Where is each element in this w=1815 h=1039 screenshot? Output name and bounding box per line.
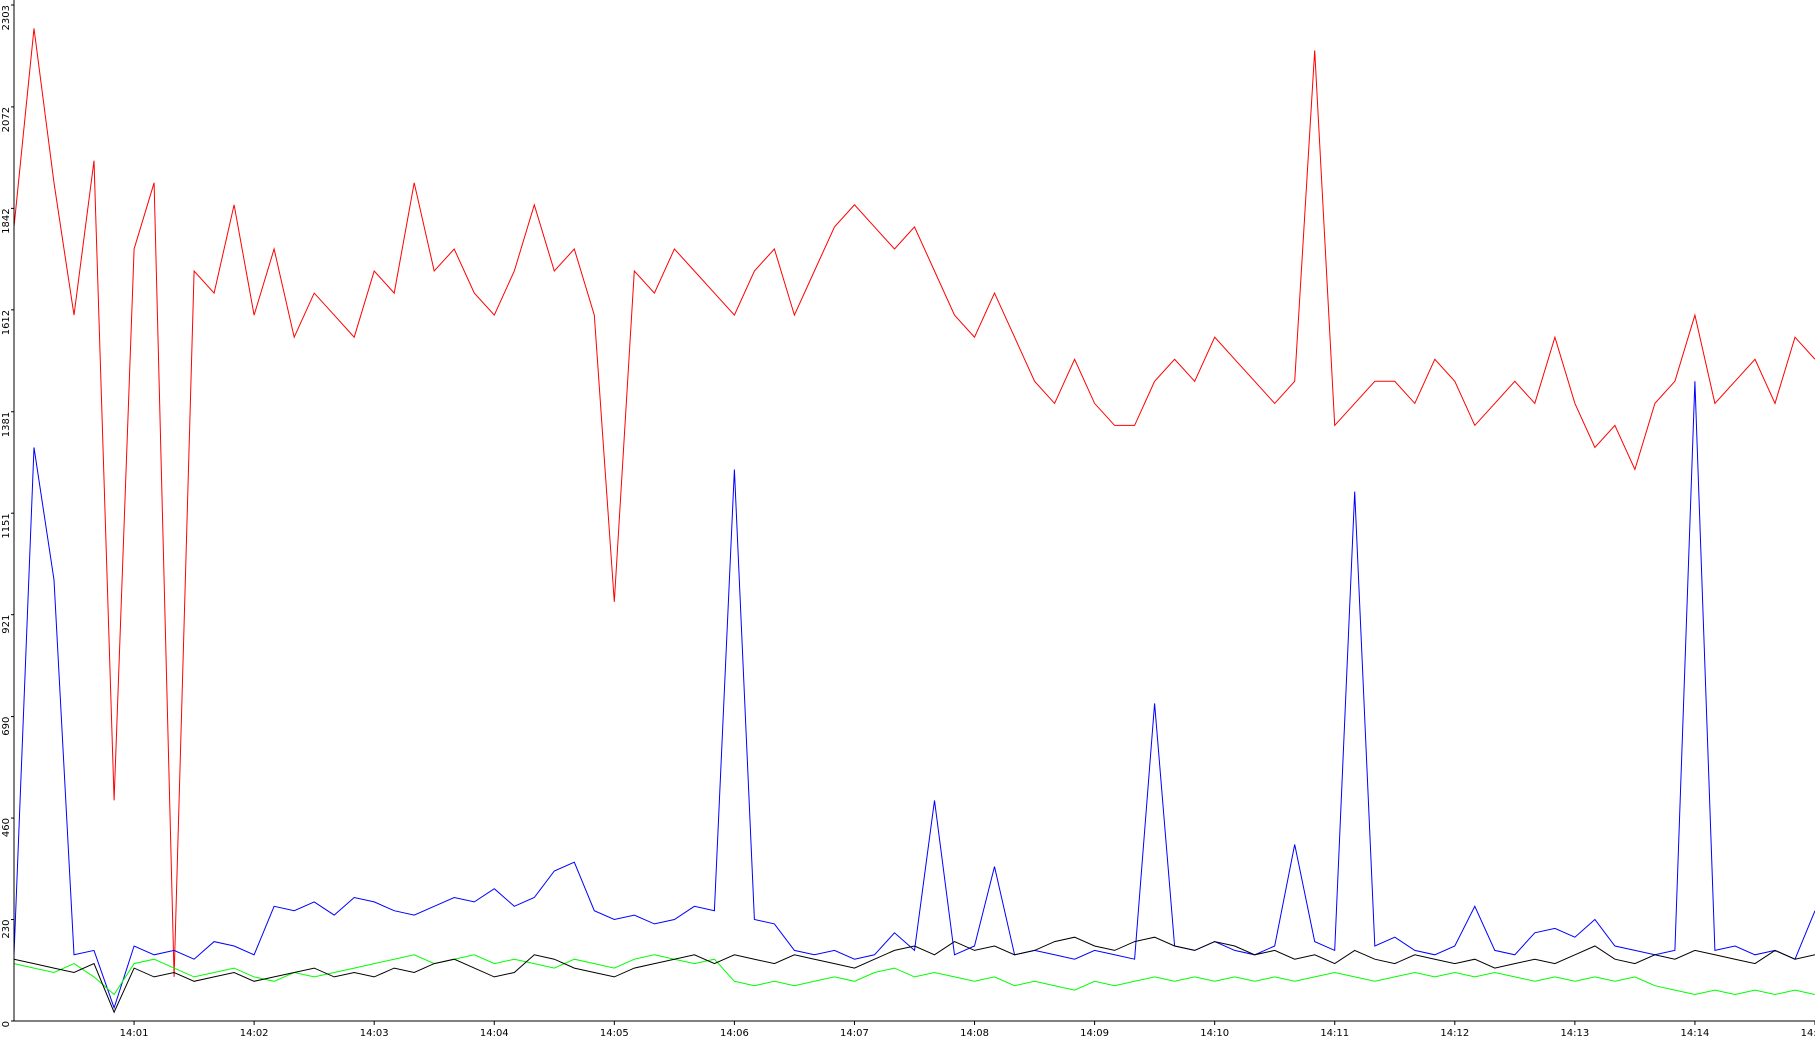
y-tick-label: 921 [1, 615, 12, 634]
x-tick-label: 14:13 [1560, 1028, 1589, 1039]
x-tick-label: 14:10 [1200, 1028, 1229, 1039]
x-tick-label: 14:08 [960, 1028, 989, 1039]
x-tick-label: 14:03 [360, 1028, 389, 1039]
y-tick-label: 2072 [1, 107, 12, 132]
x-tick-label: 14:01 [120, 1028, 149, 1039]
series-line [13, 381, 1815, 1010]
x-tick-label: 14:14 [1681, 1028, 1710, 1039]
y-tick-label: 460 [1, 818, 12, 837]
x-tick-label: 14:15 [1801, 1028, 1815, 1039]
y-tick-label: 1842 [1, 208, 12, 233]
x-tick-label: 14:11 [1320, 1028, 1349, 1039]
x-tick-label: 14:07 [840, 1028, 869, 1039]
series-line [13, 954, 1815, 996]
y-tick-label: 1151 [1, 513, 12, 538]
x-tick-label: 14:05 [600, 1028, 629, 1039]
series-line [13, 936, 1815, 1014]
y-tick-label: 1381 [1, 412, 12, 437]
x-tick-label: 14:02 [240, 1028, 269, 1039]
y-tick-label: 0 [1, 1021, 12, 1027]
y-tick-label: 1612 [1, 310, 12, 335]
x-tick-label: 14:04 [480, 1028, 509, 1039]
x-tick-label: 14:12 [1440, 1028, 1469, 1039]
y-tick-label: 230 [1, 920, 12, 939]
y-tick-label: 690 [1, 717, 12, 736]
x-tick-label: 14:06 [720, 1028, 749, 1039]
series-line [13, 28, 1815, 977]
x-tick-label: 14:09 [1080, 1028, 1109, 1039]
y-tick-label: 2303 [1, 5, 12, 30]
